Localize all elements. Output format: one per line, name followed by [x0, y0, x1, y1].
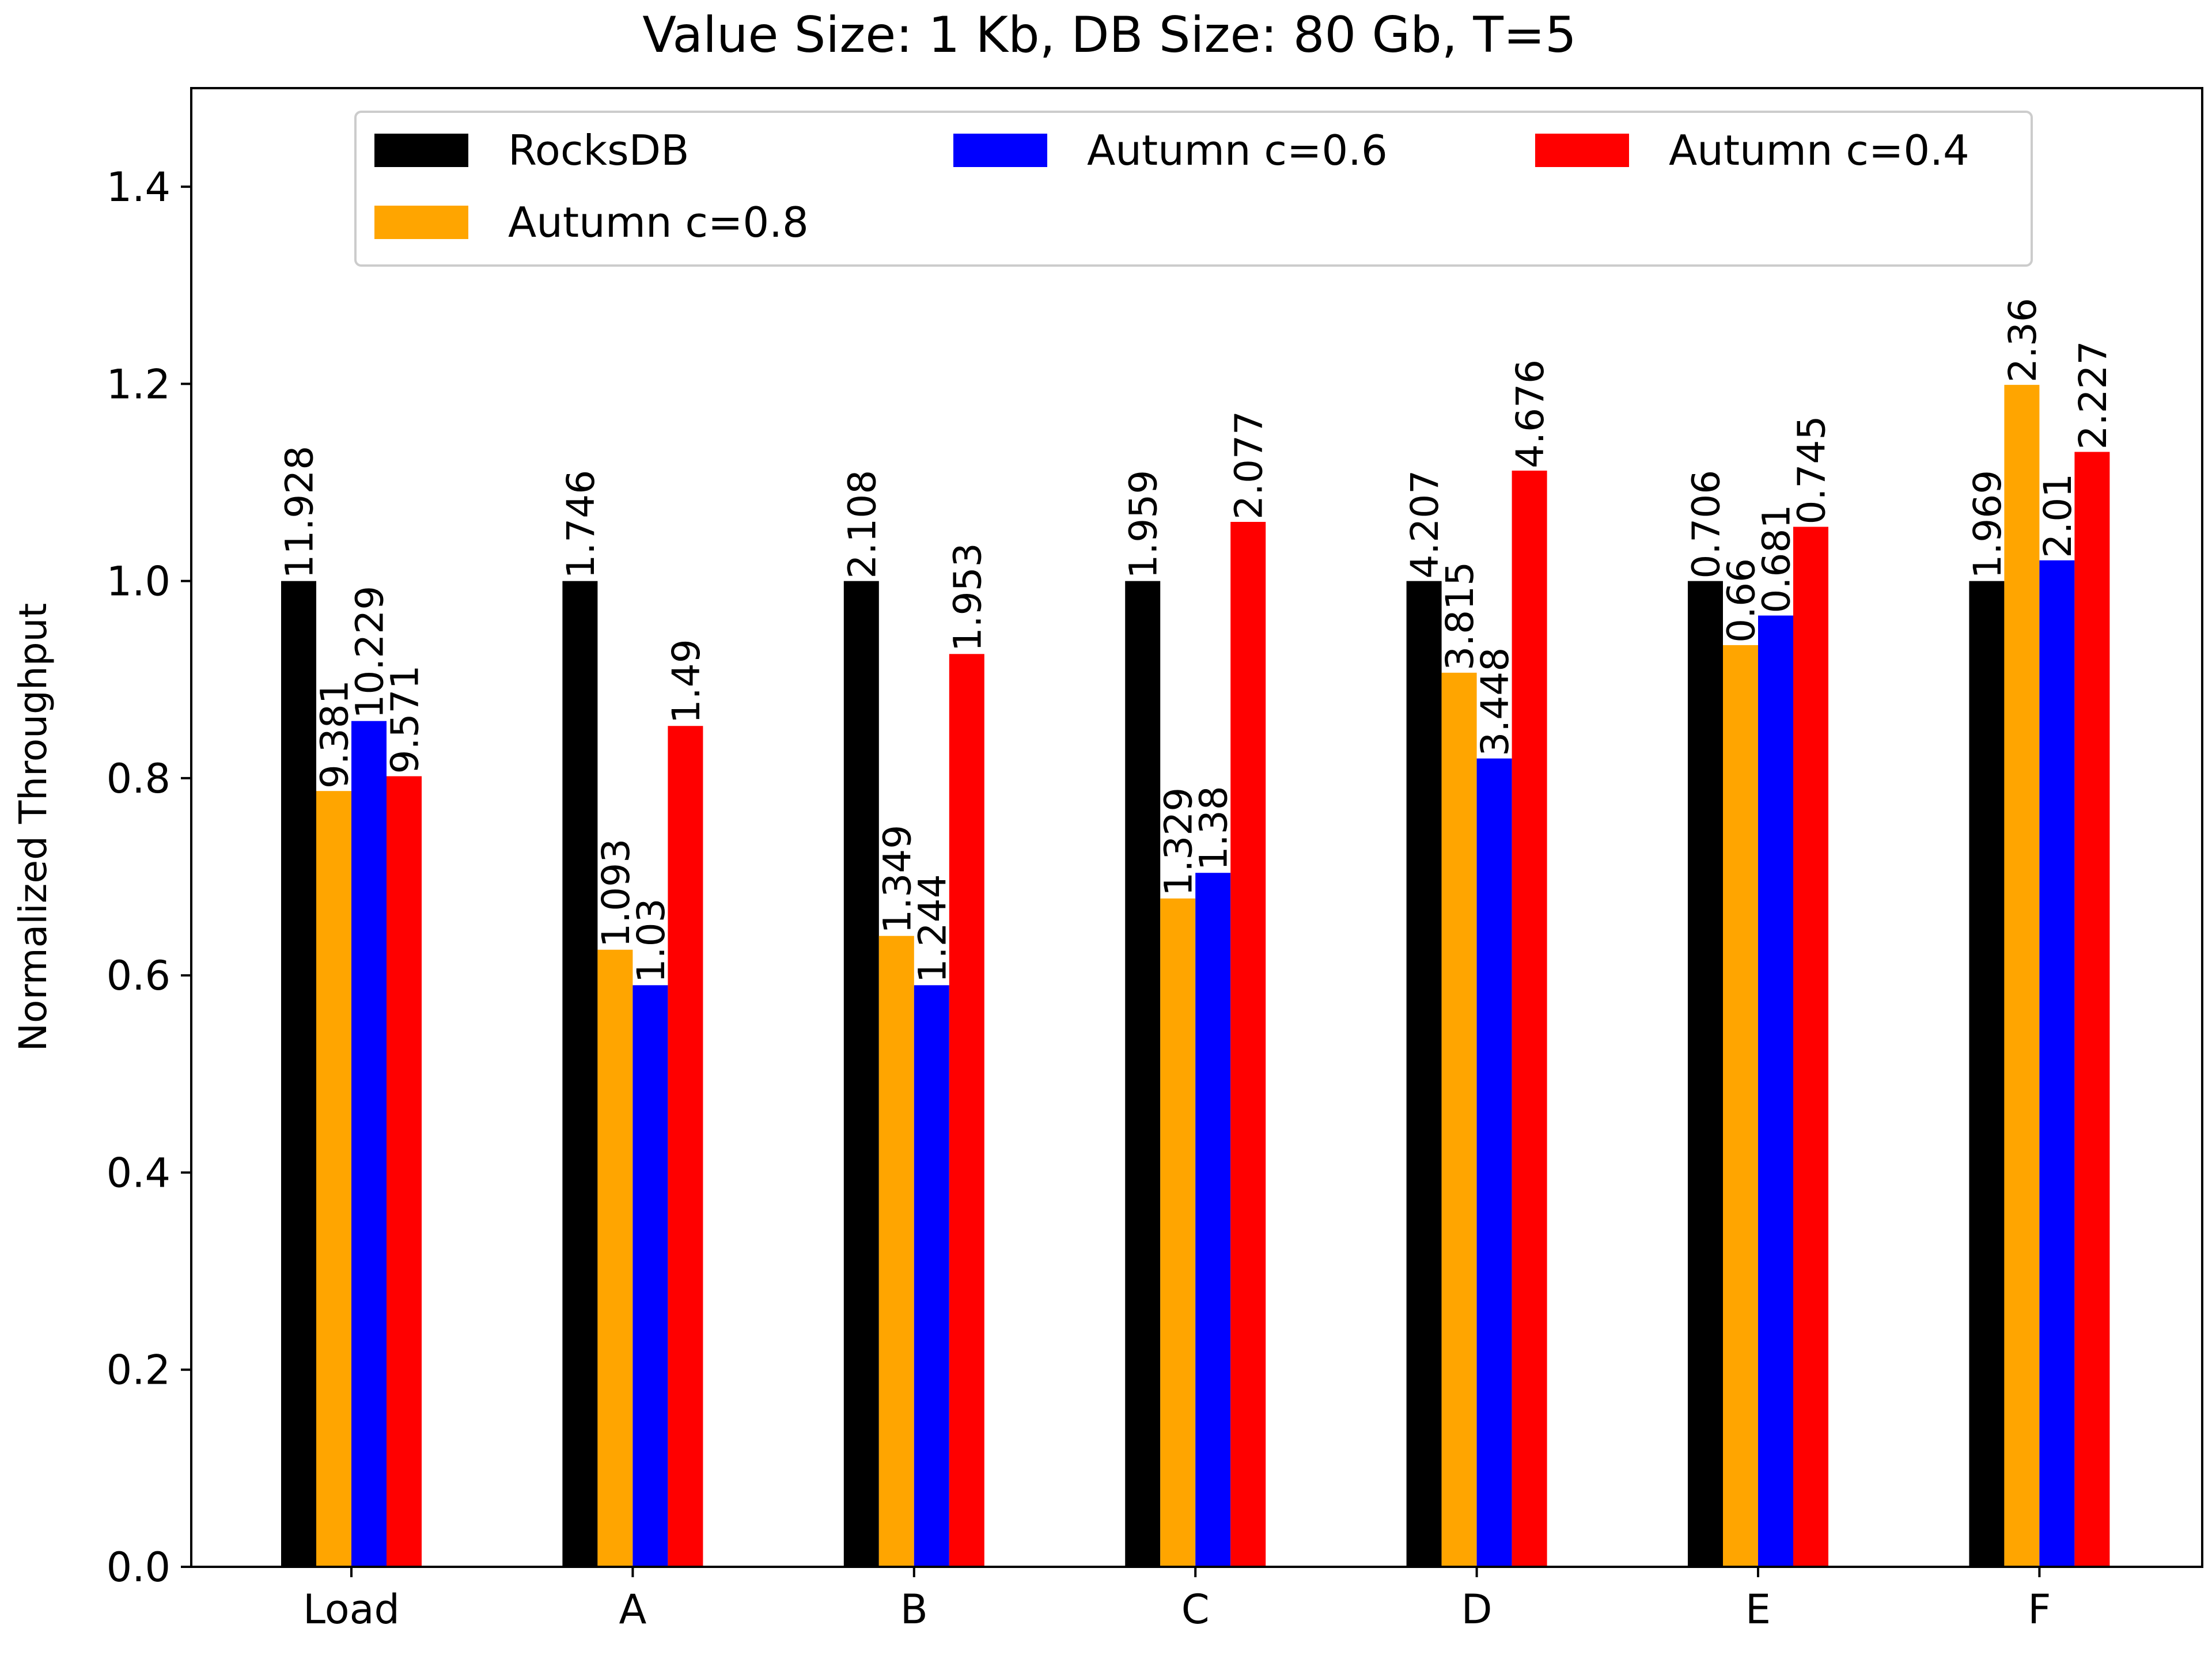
bars-layer: [281, 385, 2110, 1567]
y-tick-label: 0.2: [107, 1347, 171, 1394]
legend-swatch: [1535, 134, 1629, 167]
bar-value-label: 2.108: [840, 470, 884, 579]
bar: [1195, 873, 1231, 1567]
x-tick-label: D: [1461, 1586, 1493, 1633]
bar: [351, 721, 387, 1567]
bar-value-label: 9.571: [383, 665, 427, 774]
bar-value-label: 0.745: [1790, 416, 1834, 525]
bar: [1476, 758, 1512, 1567]
bar-value-label: 10.229: [348, 586, 392, 719]
y-tick-label: 0.4: [107, 1149, 171, 1196]
x-axis: Load A B C D E F: [303, 1567, 2051, 1633]
bar: [2004, 385, 2040, 1567]
legend: RocksDB Autumn c=0.8 Autumn c=0.6 Autumn c=…: [354, 111, 2033, 267]
bar: [668, 726, 703, 1567]
bar: [1969, 581, 2005, 1567]
chart-title: Value Size: 1 Kb, DB Size: 80 Gb, T=5: [642, 6, 1576, 64]
bar-value-label: 2.077: [1227, 411, 1271, 520]
bar: [2039, 560, 2075, 1567]
bar-value-label: 1.349: [875, 825, 919, 934]
bar: [562, 581, 598, 1567]
bar: [914, 985, 949, 1567]
bar: [949, 654, 984, 1567]
y-tick-label: 1.4: [107, 164, 171, 211]
bar: [281, 581, 316, 1567]
bar-value-label: 4.676: [1508, 359, 1552, 468]
x-tick-label: A: [619, 1586, 646, 1633]
bar-value-label: 0.706: [1684, 470, 1729, 579]
bar: [1230, 521, 1266, 1567]
bar-value-label: 0.681: [1755, 505, 1799, 613]
bar: [878, 935, 914, 1567]
bar: [2074, 452, 2110, 1567]
x-tick-label: C: [1181, 1586, 1210, 1633]
bar-value-label: 1.093: [594, 839, 638, 948]
bar-value-label: 11.928: [278, 446, 322, 579]
bar: [1758, 615, 1793, 1567]
legend-label: Autumn c=0.6: [1087, 126, 1388, 175]
y-tick-label: 0.0: [107, 1544, 171, 1591]
x-tick-label: B: [900, 1586, 928, 1633]
bar: [1441, 672, 1477, 1567]
bar-value-label: 1.38: [1192, 786, 1236, 870]
legend-swatch: [953, 134, 1047, 167]
bar-value-label: 2.36: [2001, 298, 2045, 382]
bar: [632, 985, 668, 1567]
y-tick-label: 0.6: [107, 952, 171, 999]
y-tick-label: 1.0: [107, 558, 171, 605]
bar-value-label: 1.03: [629, 898, 673, 983]
bar-value-label: 1.969: [1965, 470, 2010, 579]
bar: [843, 581, 879, 1567]
bar: [1723, 645, 1758, 1567]
bar-value-label: 1.49: [664, 639, 709, 724]
y-tick-label: 0.8: [107, 755, 171, 802]
bar-value-label: 2.227: [2071, 341, 2115, 450]
legend-swatch: [374, 134, 468, 167]
x-tick-label: F: [2028, 1586, 2051, 1633]
bar: [1512, 470, 1547, 1567]
bar-value-label: 1.244: [910, 874, 955, 983]
bar-value-label: 9.381: [313, 680, 357, 789]
x-tick-label: E: [1745, 1586, 1771, 1633]
legend-label: Autumn c=0.8: [508, 198, 809, 247]
y-axis-label: Normalized Throughput: [11, 603, 55, 1052]
bar-value-label: 1.746: [559, 470, 603, 579]
plot-frame: [190, 87, 2203, 1568]
legend-swatch: [374, 206, 468, 239]
bar: [1793, 527, 1828, 1567]
bar: [1160, 898, 1196, 1567]
legend-label: Autumn c=0.4: [1669, 126, 1969, 175]
bar: [1406, 581, 1442, 1567]
bar: [316, 791, 351, 1567]
bar: [597, 949, 633, 1567]
bar-value-label: 4.207: [1403, 470, 1447, 579]
bar-value-label: 1.329: [1157, 787, 1201, 896]
bar-value-label: 0.66: [1719, 558, 1764, 643]
bar: [1688, 581, 1723, 1567]
y-axis: 0.0 0.2 0.4 0.6 0.8 1.0 1.2 1.4: [107, 164, 191, 1591]
bar-value-label: 1.959: [1122, 470, 1166, 579]
y-tick-label: 1.2: [107, 361, 171, 408]
bar-value-label: 2.01: [2036, 474, 2080, 558]
legend-label: RocksDB: [508, 126, 689, 175]
bar-value-label: 1.953: [945, 543, 990, 652]
x-tick-label: Load: [303, 1586, 400, 1633]
bar-value-label: 3.815: [1438, 562, 1482, 671]
bar: [1125, 581, 1161, 1567]
bar: [387, 776, 422, 1567]
bar-value-label: 3.448: [1473, 647, 1517, 756]
